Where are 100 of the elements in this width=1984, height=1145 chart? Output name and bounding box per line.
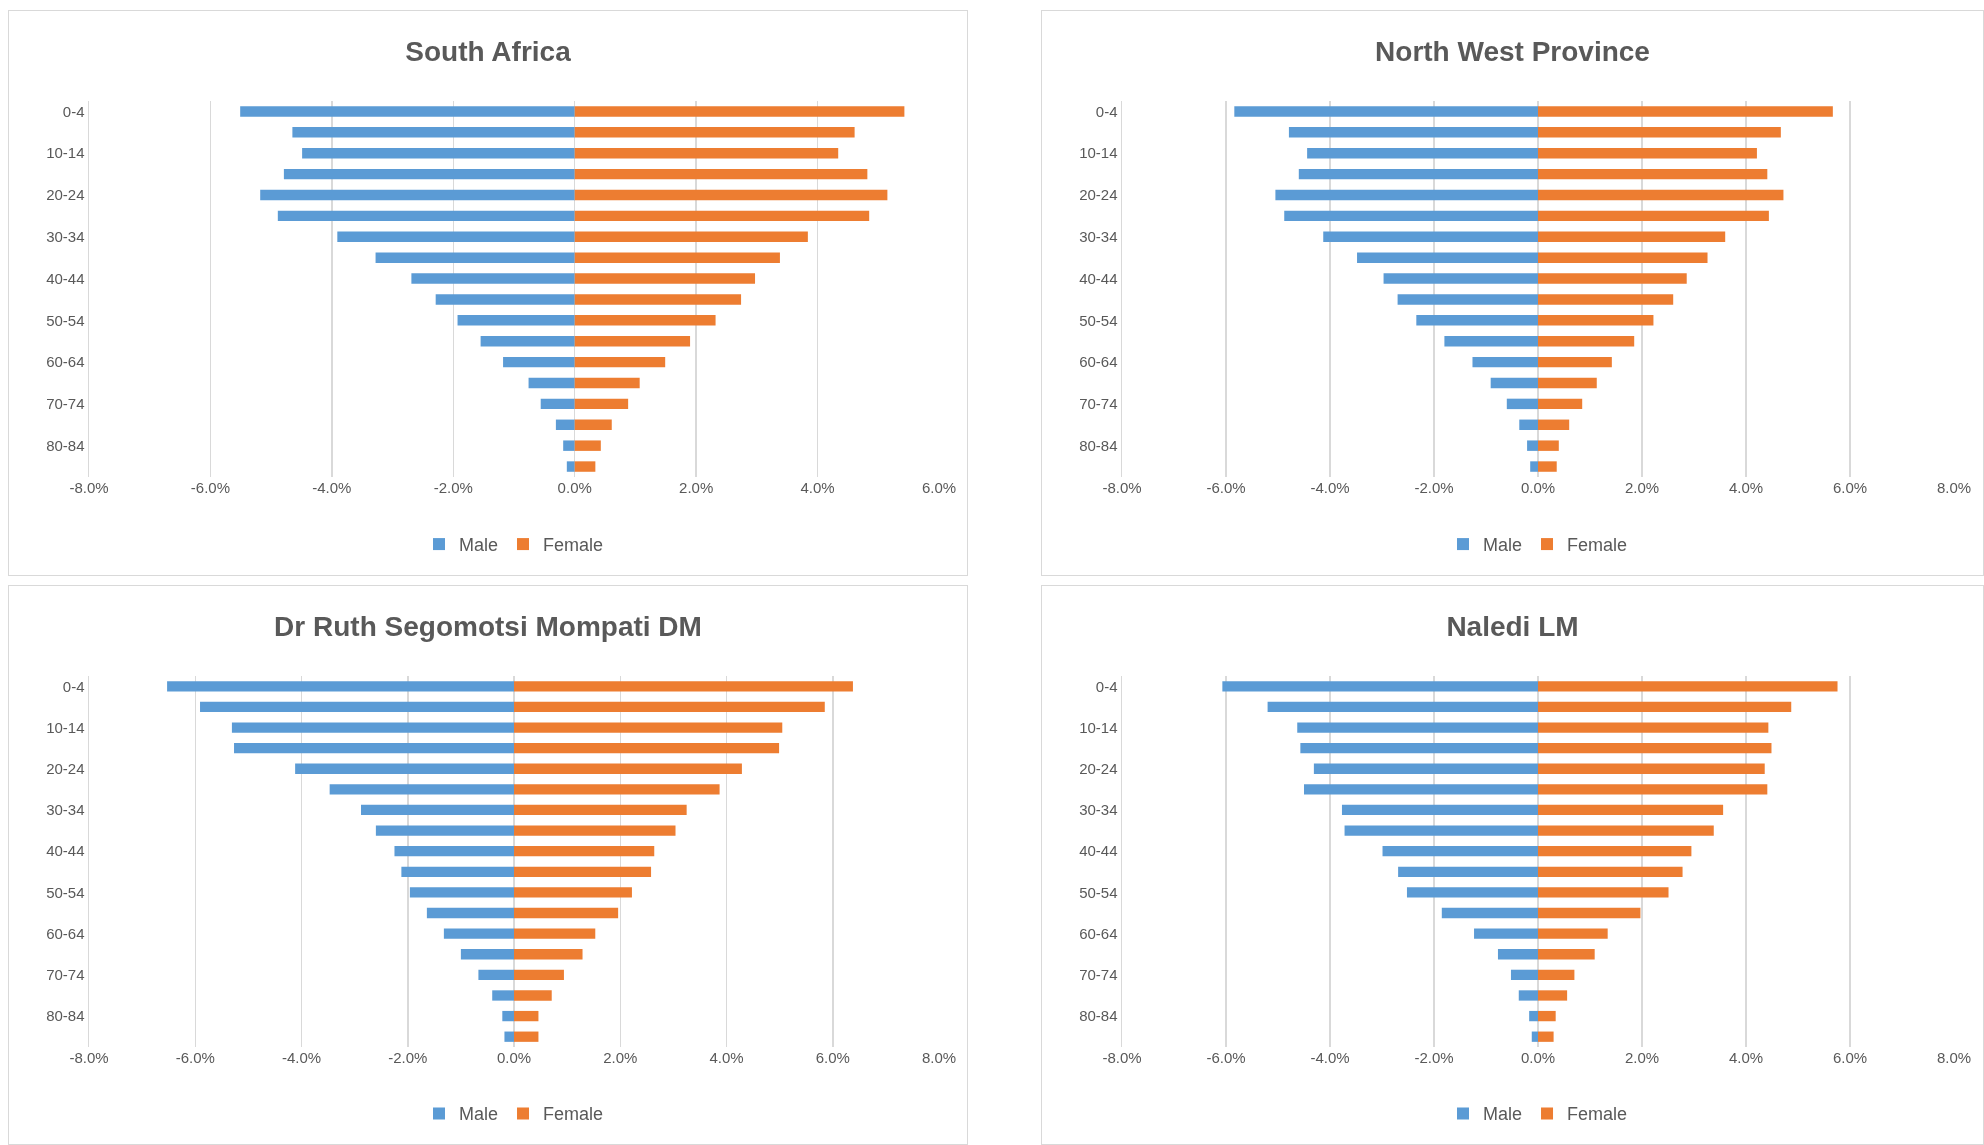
- bar: [1538, 210, 1769, 222]
- bar: [167, 681, 514, 692]
- bar: [574, 127, 855, 138]
- x-tick-label: 6.0%: [921, 479, 957, 496]
- chart-title: Dr Ruth Segomotsi Mompati DM: [274, 610, 702, 642]
- bar: [514, 866, 652, 877]
- bar: [1538, 804, 1724, 816]
- bar: [1538, 907, 1641, 919]
- bar: [337, 231, 575, 242]
- bar: [1357, 252, 1538, 263]
- bar: [1538, 1031, 1554, 1042]
- bar: [1538, 701, 1792, 713]
- bar: [1222, 681, 1538, 692]
- bar: [1313, 763, 1538, 774]
- x-tick-label: 6.0%: [1832, 1049, 1868, 1066]
- x-tick-label: -6.0%: [1206, 479, 1246, 496]
- bar: [1267, 701, 1538, 713]
- y-tick-label: 50-54: [46, 311, 85, 329]
- bar: [1506, 398, 1538, 410]
- x-tick-label: 2.0%: [1624, 479, 1660, 496]
- x-tick-label: 8.0%: [1936, 1049, 1972, 1066]
- chart-title: Naledi LM: [1446, 610, 1579, 642]
- x-tick-label: -4.0%: [1310, 1049, 1350, 1066]
- bar: [514, 722, 783, 733]
- y-tick-label: 70-74: [1079, 395, 1118, 413]
- y-tick-label: 0-4: [62, 102, 85, 120]
- bar: [1538, 784, 1768, 795]
- bar: [514, 928, 596, 939]
- legend-label: Male: [459, 535, 499, 556]
- bar: [1538, 949, 1595, 960]
- bar: [1538, 189, 1784, 201]
- bar: [514, 887, 632, 898]
- bar: [1519, 419, 1538, 430]
- bar: [574, 148, 839, 159]
- bar: [574, 315, 716, 326]
- x-tick-label: -2.0%: [388, 1049, 428, 1066]
- bar: [1307, 148, 1538, 159]
- x-tick-label: -4.0%: [312, 479, 352, 496]
- bar: [240, 106, 575, 117]
- chart-title: North West Province: [1375, 35, 1650, 67]
- bar: [1538, 742, 1772, 754]
- y-tick-label: 70-74: [46, 966, 85, 984]
- y-tick-label: 10-14: [46, 144, 85, 162]
- y-tick-label: 60-64: [46, 924, 85, 942]
- bar: [375, 252, 575, 263]
- bar: [460, 949, 514, 960]
- bar: [1300, 742, 1538, 754]
- bar: [563, 440, 575, 451]
- x-tick-label: 2.0%: [1624, 1049, 1660, 1066]
- bar: [231, 722, 514, 733]
- bar: [574, 398, 629, 410]
- bar: [1530, 461, 1538, 472]
- bar: [514, 949, 583, 960]
- bar: [514, 907, 619, 919]
- x-tick-label: -8.0%: [69, 1049, 109, 1066]
- y-tick-label: 60-64: [1079, 353, 1118, 371]
- bar: [1234, 106, 1538, 117]
- legend-label: Male: [1483, 535, 1523, 556]
- bar: [295, 763, 514, 774]
- bar: [1538, 969, 1575, 981]
- bar: [1538, 461, 1557, 472]
- y-tick-label: 50-54: [1079, 883, 1118, 901]
- x-tick-label: -4.0%: [281, 1049, 322, 1066]
- x-tick-label: -6.0%: [175, 1049, 215, 1066]
- bar: [394, 846, 514, 857]
- y-tick-label: 10-14: [1079, 144, 1118, 162]
- legend-label: Female: [543, 1104, 604, 1125]
- bar: [574, 336, 691, 347]
- bar: [1529, 1010, 1538, 1022]
- bar: [566, 461, 575, 472]
- y-tick-label: 40-44: [1079, 842, 1118, 860]
- x-tick-label: 4.0%: [709, 1049, 744, 1066]
- bar: [480, 336, 575, 347]
- x-tick-label: 8.0%: [921, 1049, 957, 1066]
- bar: [514, 990, 552, 1001]
- bar: [1527, 440, 1538, 451]
- bar: [1538, 419, 1570, 430]
- y-tick-label: 80-84: [46, 1007, 85, 1025]
- bar: [200, 701, 514, 713]
- y-tick-label: 30-34: [46, 801, 85, 819]
- bar: [1538, 763, 1765, 774]
- y-tick-label: 10-14: [1079, 718, 1118, 736]
- bar: [1538, 846, 1692, 857]
- x-tick-label: -8.0%: [1102, 479, 1142, 496]
- y-tick-label: 10-14: [46, 718, 85, 736]
- bar: [1538, 356, 1612, 368]
- x-tick-label: 0.0%: [557, 479, 592, 496]
- bar: [514, 1031, 539, 1042]
- bar: [292, 127, 575, 138]
- legend-label: Male: [1483, 1104, 1523, 1125]
- x-tick-label: -8.0%: [69, 479, 109, 496]
- bar: [1406, 887, 1538, 898]
- bar: [492, 990, 514, 1001]
- bar: [504, 1031, 514, 1042]
- x-tick-label: 8.0%: [1936, 479, 1972, 496]
- bar: [503, 356, 575, 368]
- bar: [1398, 866, 1538, 877]
- bar: [1323, 231, 1538, 242]
- bar: [1298, 168, 1538, 180]
- y-tick-label: 50-54: [46, 883, 85, 901]
